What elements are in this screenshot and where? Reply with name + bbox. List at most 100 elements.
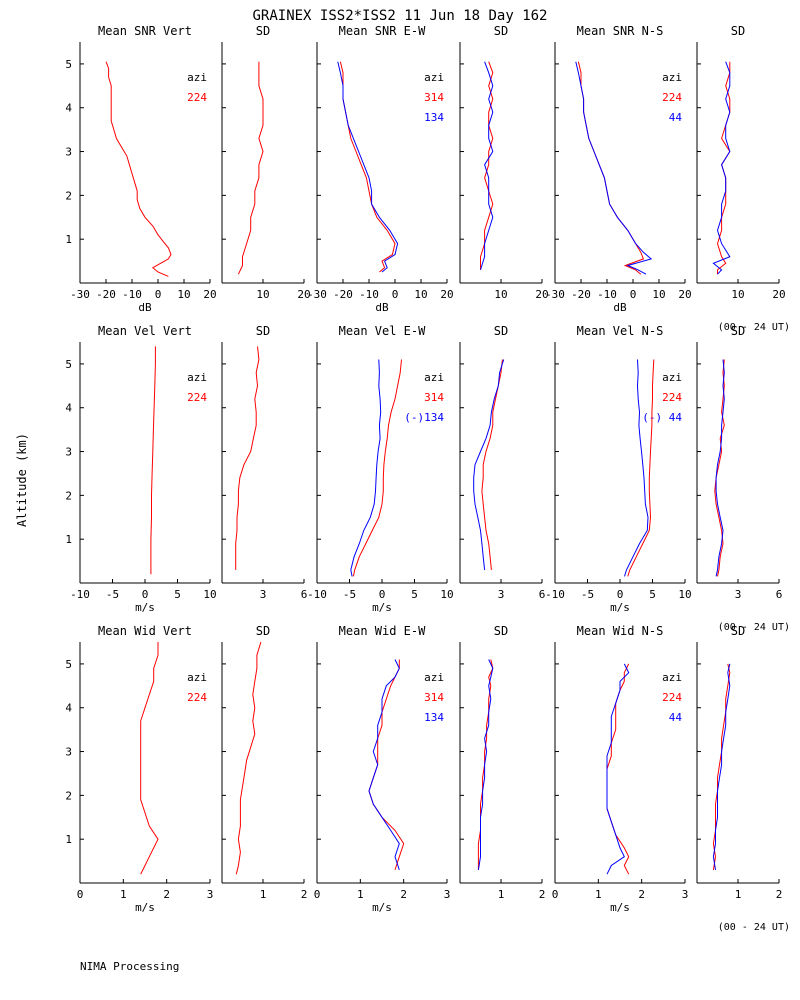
series-line-wid-ns-sd-red <box>712 663 731 870</box>
x-axis-label-vel-vert: m/s <box>135 601 155 614</box>
legend-azi-vel-vert: azi <box>187 371 207 384</box>
legend-entry-vel-ew: 314 <box>424 391 444 404</box>
series-line-wid-vert-sd-red <box>235 641 262 875</box>
series-line-vel-vert-sd-red <box>235 346 260 570</box>
x-tick-label: 3 <box>682 888 689 901</box>
y-tick-label: 4 <box>65 702 72 715</box>
x-tick-label: 0 <box>77 888 84 901</box>
x-tick-label: -5 <box>106 588 119 601</box>
series-line-vel-ns-sd-red <box>714 359 725 577</box>
y-tick-label: 2 <box>65 189 72 202</box>
x-tick-label: 0 <box>155 288 162 301</box>
x-tick-label: 20 <box>535 288 548 301</box>
x-tick-label: 3 <box>498 588 505 601</box>
panel-snr-ns-sd: SD 10 20 <box>696 24 786 301</box>
x-tick-label: 3 <box>444 888 451 901</box>
panel-wid-vert-sd: SD 1 2 <box>221 624 308 901</box>
y-tick-label: 5 <box>65 658 72 671</box>
legend-azi-wid-vert: azi <box>187 671 207 684</box>
x-tick-label: 10 <box>256 288 269 301</box>
x-tick-label: 0 <box>392 288 399 301</box>
time-range-row2: (00 - 24 UT) <box>718 622 790 633</box>
time-range-row1: (00 - 24 UT) <box>718 322 790 333</box>
x-tick-label: 2 <box>301 888 308 901</box>
panel-title-wid-ew-sd: SD <box>494 624 508 638</box>
y-tick-label: 3 <box>65 146 72 159</box>
x-tick-label: 6 <box>539 588 546 601</box>
legend-entry-vel-ns: (-) 44 <box>642 411 682 424</box>
panel-wid-ew: Mean Wid E-W 0 1 2 3 m/s azi 314 134 <box>314 624 451 914</box>
panel-title-wid-ns-sd: SD <box>731 624 745 638</box>
panel-wid-vert: Mean Wid Vert 1 2 3 4 5 0 1 2 3 m/s azi 224 <box>65 624 213 914</box>
series-line-wid-ns-blue <box>606 663 630 875</box>
footer-label: NIMA Processing <box>80 960 179 973</box>
x-tick-label: 0 <box>617 588 624 601</box>
legend-entry-snr-ew: 314 <box>424 91 444 104</box>
panel-snr-vert-sd: SD 10 20 <box>221 24 311 301</box>
legend-entry-wid-vert: 224 <box>187 691 207 704</box>
panel-title-snr-vert: Mean SNR Vert <box>98 24 192 38</box>
panel-vel-ns: Mean Vel N-S -10 -5 0 5 10 m/s azi 224 (-) 44 <box>545 324 692 614</box>
series-line-snr-ns-sd-blue <box>712 61 731 275</box>
legend-entry-vel-vert: 224 <box>187 391 207 404</box>
x-tick-label: -10 <box>545 588 565 601</box>
x-tick-label: 10 <box>494 288 507 301</box>
series-line-snr-ns-blue <box>575 61 653 275</box>
series-line-snr-ew-sd-red <box>480 61 494 270</box>
x-axis-label-wid-vert: m/s <box>135 901 155 914</box>
x-tick-label: 2 <box>776 888 783 901</box>
legend-entry-wid-ew: 314 <box>424 691 444 704</box>
x-tick-label: 5 <box>174 588 181 601</box>
panel-title-vel-ew-sd: SD <box>494 324 508 338</box>
panel-snr-vert: Mean SNR Vert 1 2 3 4 5 -30 -20 -10 0 10 20 dB azi 224 <box>65 24 216 314</box>
x-tick-label: 10 <box>731 288 744 301</box>
legend-azi-wid-ew: azi <box>424 671 444 684</box>
y-tick-label: 4 <box>65 102 72 115</box>
panel-vel-vert: Mean Vel Vert 1 2 3 4 5 -10 -5 0 5 10 m/s azi 224 <box>65 324 216 614</box>
legend-azi-vel-ns: azi <box>662 371 682 384</box>
x-tick-label: 10 <box>652 288 665 301</box>
series-line-wid-ew-red <box>368 659 405 871</box>
x-tick-label: -5 <box>343 588 356 601</box>
panel-title-wid-vert: Mean Wid Vert <box>98 624 192 638</box>
y-tick-label: 3 <box>65 746 72 759</box>
legend-azi-wid-ns: azi <box>662 671 682 684</box>
series-line-vel-ew-sd-blue <box>473 359 505 570</box>
x-tick-label: 6 <box>301 588 308 601</box>
x-tick-label: 10 <box>440 588 453 601</box>
x-tick-label: 2 <box>163 888 170 901</box>
y-tick-label: 1 <box>65 233 72 246</box>
panel-wid-ns: Mean Wid N-S 0 1 2 3 m/s azi 224 44 <box>552 624 689 914</box>
x-tick-label: 2 <box>638 888 645 901</box>
x-axis-label-vel-ew: m/s <box>372 601 392 614</box>
x-tick-label: 3 <box>735 588 742 601</box>
panel-title-snr-ew-sd: SD <box>494 24 508 38</box>
panel-title-vel-ns: Mean Vel N-S <box>577 324 664 338</box>
panel-snr-ew-sd: SD 10 20 <box>459 24 549 301</box>
legend-azi-vel-ew: azi <box>424 371 444 384</box>
x-tick-label: -20 <box>96 288 116 301</box>
series-line-snr-ew-blue <box>337 61 399 273</box>
panel-title-snr-ew: Mean SNR E-W <box>339 24 426 38</box>
legend-azi-snr-vert: azi <box>187 71 207 84</box>
x-tick-label: 1 <box>260 888 267 901</box>
x-tick-label: 3 <box>207 888 214 901</box>
x-tick-label: 0 <box>142 588 149 601</box>
x-axis-label-snr-vert: dB <box>138 301 152 314</box>
x-tick-label: 10 <box>177 288 190 301</box>
x-tick-label: -30 <box>545 288 565 301</box>
x-tick-label: -30 <box>307 288 327 301</box>
x-tick-label: 2 <box>400 888 407 901</box>
x-tick-label: 10 <box>203 588 216 601</box>
panel-wid-ew-sd: SD 1 2 <box>459 624 545 901</box>
series-line-vel-ew-sd-red <box>481 359 503 570</box>
series-line-vel-ns-blue <box>624 359 649 577</box>
x-tick-label: 1 <box>357 888 364 901</box>
x-axis-label-snr-ns: dB <box>613 301 627 314</box>
legend-entry-wid-ns: 224 <box>662 691 682 704</box>
panel-vel-ns-sd: SD 3 6 <box>696 324 782 601</box>
x-tick-label: 5 <box>411 588 418 601</box>
x-tick-label: 0 <box>314 888 321 901</box>
